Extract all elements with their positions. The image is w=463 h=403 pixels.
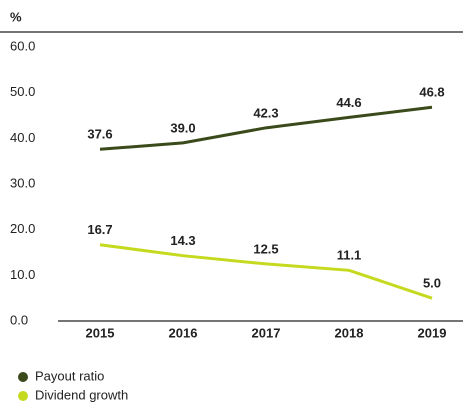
data-label: 46.8 xyxy=(419,85,444,100)
x-tick-label: 2016 xyxy=(169,325,198,340)
x-tick-label: 2019 xyxy=(418,325,447,340)
data-label: 44.6 xyxy=(336,95,361,110)
y-tick-label: 40.0 xyxy=(10,130,35,145)
data-label: 39.0 xyxy=(170,120,195,135)
data-label: 11.1 xyxy=(337,248,362,263)
x-tick-label: 2015 xyxy=(86,325,115,340)
y-unit-label: % xyxy=(10,9,22,24)
data-label: 14.3 xyxy=(170,233,195,248)
line-series xyxy=(99,243,433,300)
data-label: 12.5 xyxy=(253,241,278,256)
y-tick-label: 50.0 xyxy=(10,84,35,99)
y-tick-label: 60.0 xyxy=(10,38,35,53)
x-tick-label: 2017 xyxy=(252,325,281,340)
legend-label: Payout ratio xyxy=(35,368,104,383)
legend-marker xyxy=(18,372,28,382)
x-tick-label: 2018 xyxy=(335,325,364,340)
y-tick-label: 20.0 xyxy=(10,221,35,236)
data-label: 16.7 xyxy=(87,222,112,237)
y-tick-label: 0.0 xyxy=(10,312,28,327)
y-tick-label: 10.0 xyxy=(10,267,35,282)
line-series xyxy=(99,105,433,151)
data-label: 5.0 xyxy=(423,276,441,291)
data-label: 37.6 xyxy=(87,127,112,142)
legend-label: Dividend growth xyxy=(35,387,128,402)
legend-marker xyxy=(18,391,28,401)
data-label: 42.3 xyxy=(253,105,278,120)
y-tick-label: 30.0 xyxy=(10,175,35,190)
